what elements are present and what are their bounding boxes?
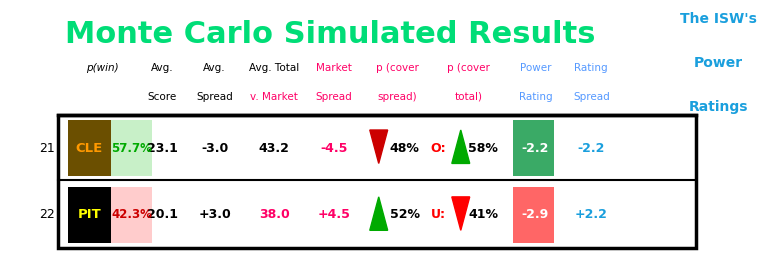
FancyBboxPatch shape [58,115,696,248]
Text: 23.1: 23.1 [147,141,178,154]
Text: -2.9: -2.9 [522,208,549,221]
Text: 42.3%: 42.3% [111,208,152,221]
Text: -3.0: -3.0 [201,141,229,154]
Text: 43.2: 43.2 [259,141,290,154]
Text: 57.7%: 57.7% [111,141,152,154]
Text: 22: 22 [39,208,54,221]
Text: Monte Carlo Simulated Results: Monte Carlo Simulated Results [65,20,595,49]
Text: p (cover: p (cover [447,63,489,73]
Text: spread): spread) [377,92,417,102]
Text: -4.5: -4.5 [321,141,347,154]
Text: Spread: Spread [573,92,610,102]
FancyBboxPatch shape [67,120,111,176]
Text: Spread: Spread [315,92,352,102]
Text: Score: Score [148,92,177,102]
Text: Rating: Rating [574,63,608,73]
Text: Power: Power [693,56,742,70]
Text: 21: 21 [39,141,54,154]
Text: +2.2: +2.2 [574,208,607,221]
FancyBboxPatch shape [513,187,554,243]
Text: U:: U: [431,208,446,221]
Text: CLE: CLE [76,141,103,154]
Text: 41%: 41% [468,208,498,221]
Text: 58%: 58% [468,141,498,154]
Text: O:: O: [430,141,446,154]
Text: The ISW's: The ISW's [680,12,756,27]
FancyBboxPatch shape [513,120,554,176]
Text: -2.2: -2.2 [522,141,549,154]
Text: v. Market: v. Market [250,92,298,102]
Text: p(win): p(win) [87,63,119,73]
Text: Spread: Spread [196,92,233,102]
Text: p (cover: p (cover [376,63,419,73]
Text: Ratings: Ratings [688,100,748,114]
Polygon shape [370,130,387,164]
Text: Market: Market [316,63,352,73]
Text: total): total) [454,92,482,102]
Text: Avg.: Avg. [203,63,226,73]
FancyBboxPatch shape [67,187,111,243]
Polygon shape [452,197,469,230]
Text: 48%: 48% [390,141,420,154]
Text: 38.0: 38.0 [259,208,290,221]
Text: Rating: Rating [518,92,552,102]
Polygon shape [452,130,469,164]
Text: +3.0: +3.0 [198,208,231,221]
Text: -2.2: -2.2 [578,141,605,154]
Text: 20.1: 20.1 [147,208,178,221]
Text: Avg.: Avg. [151,63,174,73]
Text: 52%: 52% [390,208,420,221]
Polygon shape [370,197,387,230]
Text: Power: Power [519,63,551,73]
Text: +4.5: +4.5 [318,208,351,221]
FancyBboxPatch shape [111,120,152,176]
FancyBboxPatch shape [111,187,152,243]
Text: Avg. Total: Avg. Total [249,63,299,73]
Text: PIT: PIT [77,208,101,221]
